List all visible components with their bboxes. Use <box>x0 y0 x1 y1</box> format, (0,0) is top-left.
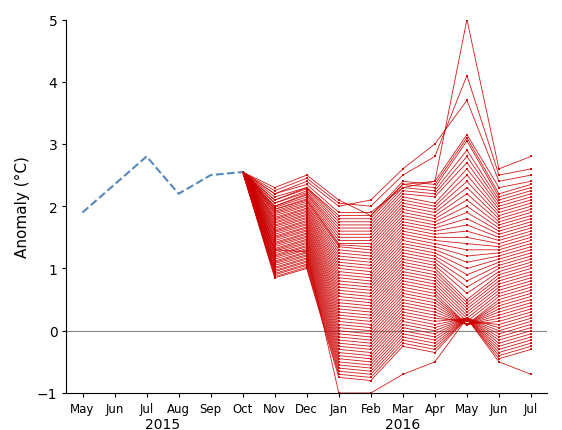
Y-axis label: Anomaly (°C): Anomaly (°C) <box>15 156 30 258</box>
Text: 2015: 2015 <box>145 417 180 430</box>
Text: 2016: 2016 <box>385 417 420 430</box>
